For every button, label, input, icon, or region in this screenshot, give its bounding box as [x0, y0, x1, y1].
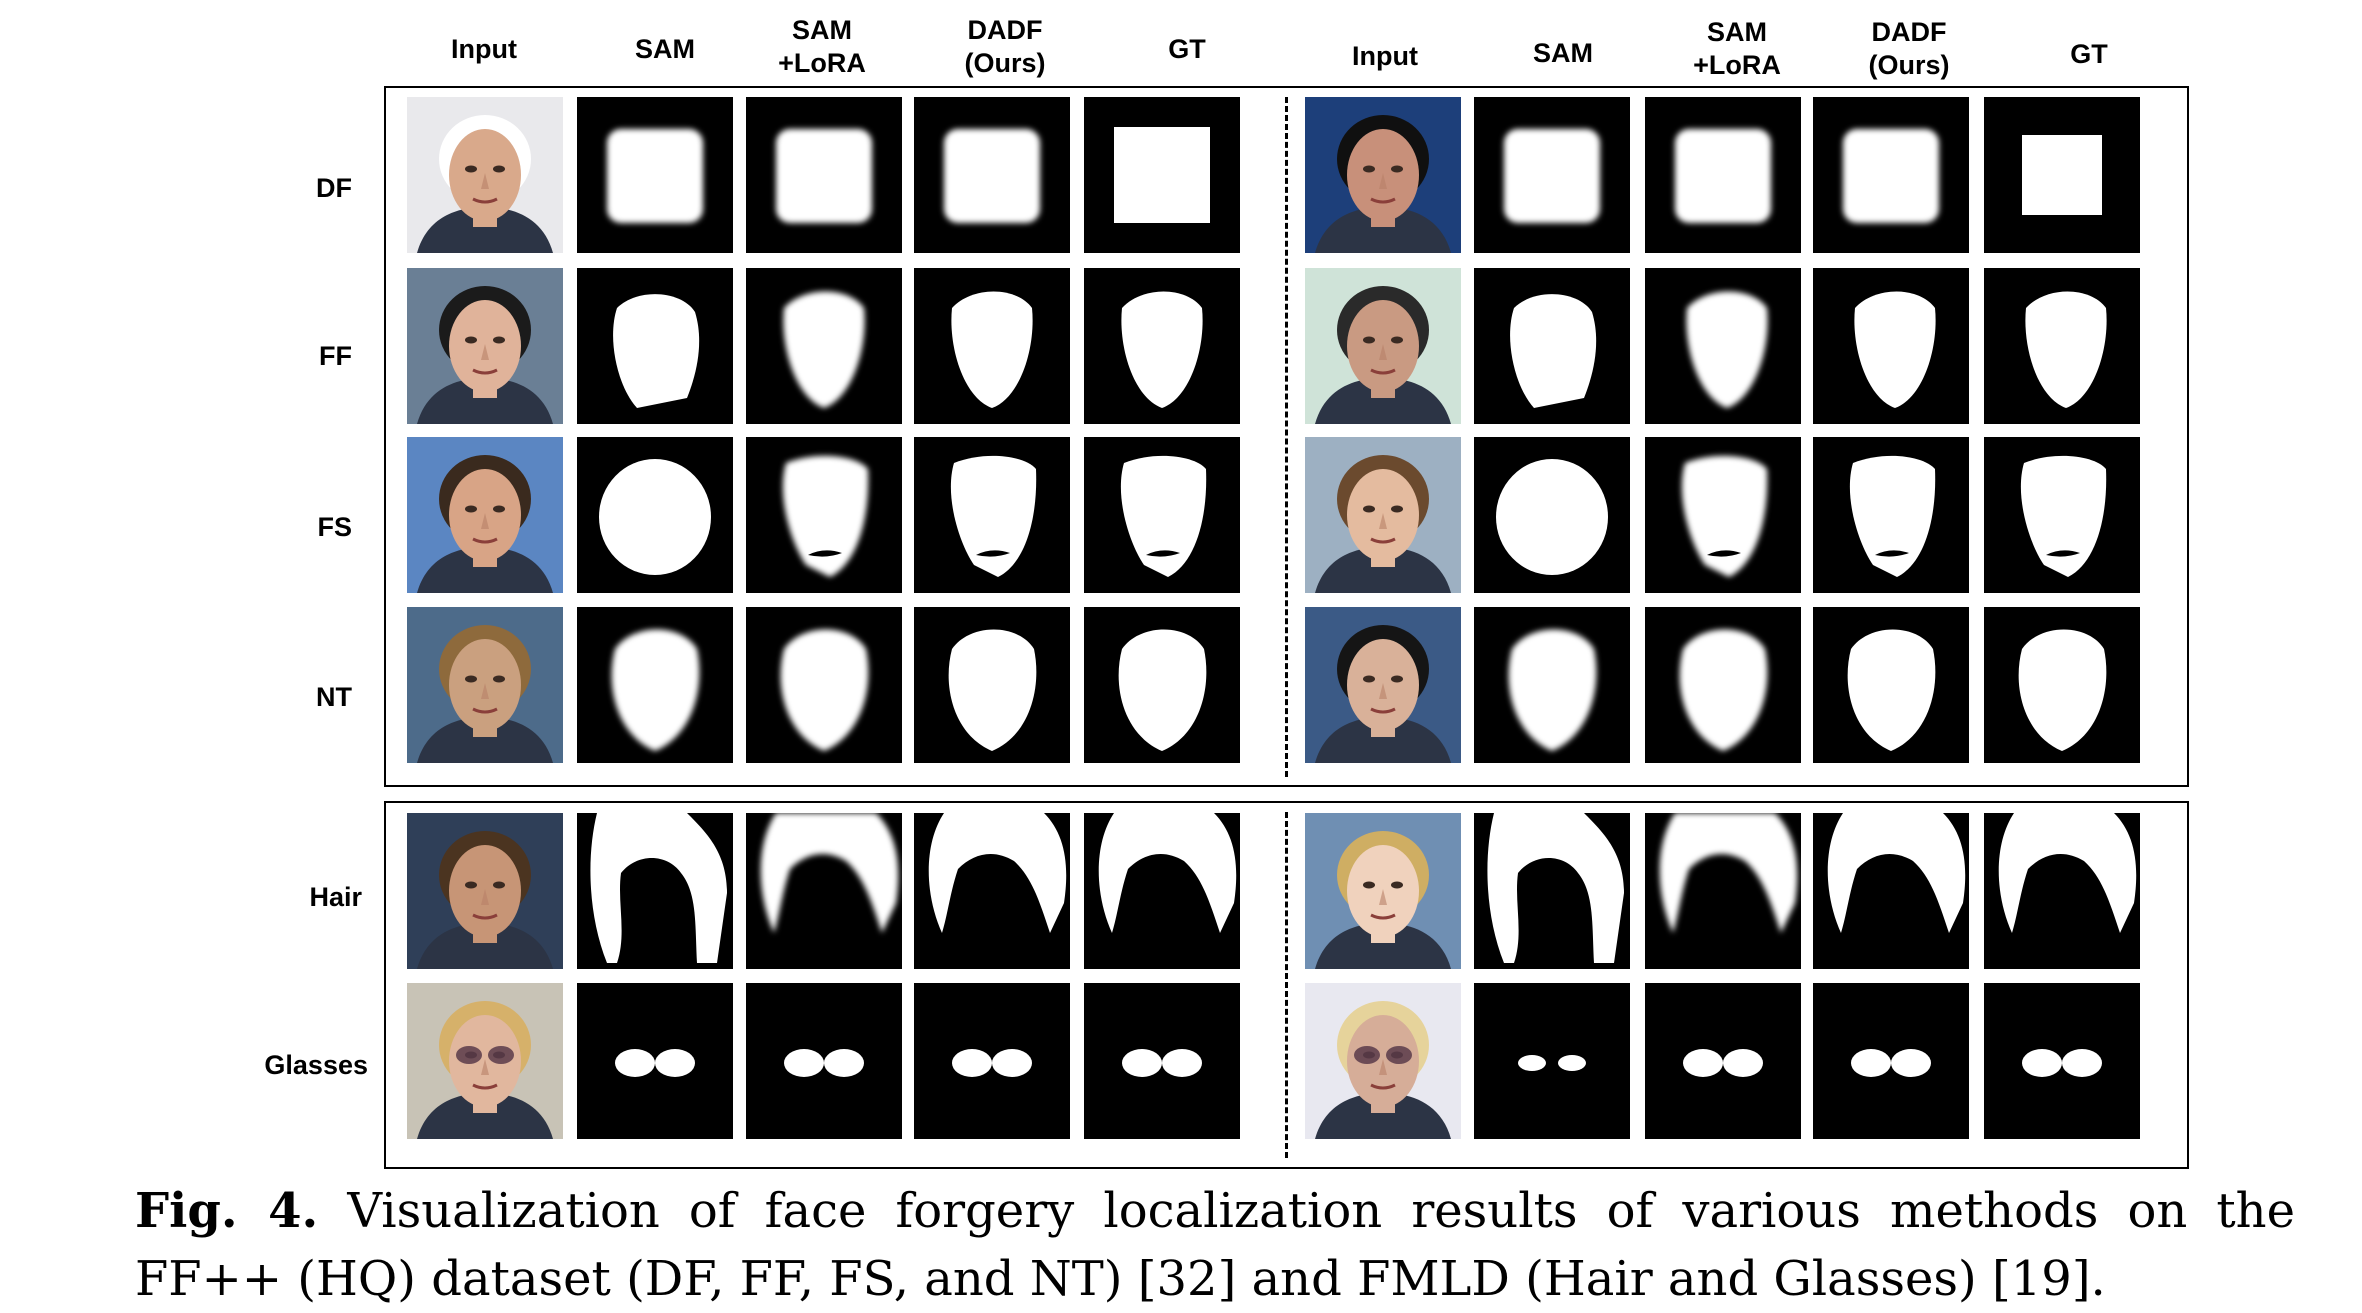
tile-df-sam-lora-right [1645, 97, 1801, 253]
tile-glasses-gt-left [1084, 983, 1240, 1139]
tile-fs-sam-left [577, 437, 733, 593]
tile-nt-sam-right [1474, 607, 1630, 763]
bottom-panel-frame [384, 801, 2189, 1169]
tile-glasses-input-left [407, 983, 563, 1139]
tile-nt-dadf-right [1813, 607, 1969, 763]
tile-ff-dadf-right [1813, 268, 1969, 424]
tile-hair-sam-lora-right [1645, 813, 1801, 969]
tile-glasses-sam-lora-left [746, 983, 902, 1139]
tile-df-sam-lora-left [746, 97, 902, 253]
row-label-hair: Hair [309, 882, 362, 912]
tile-df-gt-right [1984, 97, 2140, 253]
tile-hair-dadf-right [1813, 813, 1969, 969]
row-label-ff: FF [319, 341, 352, 371]
tile-df-sam-left [577, 97, 733, 253]
row-label-df: DF [316, 173, 352, 203]
tile-hair-sam-left [577, 813, 733, 969]
tile-df-gt-left [1084, 97, 1240, 253]
tile-nt-gt-right [1984, 607, 2140, 763]
col-header-dadf-right: DADF (Ours) [1868, 17, 1950, 80]
tile-hair-sam-right [1474, 813, 1630, 969]
tile-hair-input-right [1305, 813, 1461, 969]
col-header-dadf-left: DADF (Ours) [964, 15, 1046, 78]
tile-df-input-left [407, 97, 563, 253]
tile-glasses-dadf-left [914, 983, 1070, 1139]
row-label-glasses: Glasses [264, 1050, 368, 1080]
tile-nt-sam-lora-right [1645, 607, 1801, 763]
col-header-sam-lora-right: SAM +LoRA [1693, 17, 1781, 80]
tile-glasses-gt-right [1984, 983, 2140, 1139]
tile-df-dadf-right [1813, 97, 1969, 253]
tile-fs-sam-right [1474, 437, 1630, 593]
col-header-sam-lora-left: SAM +LoRA [778, 15, 866, 78]
tile-glasses-sam-lora-right [1645, 983, 1801, 1139]
tile-ff-sam-right [1474, 268, 1630, 424]
col-header-gt-left: GT [1168, 34, 1206, 64]
figure-label: Fig. 4. [135, 1183, 319, 1239]
figure-caption-line-1: Fig. 4. Visualization of face forgery lo… [135, 1177, 2295, 1245]
tile-fs-input-left [407, 437, 563, 593]
col-header-sam-left: SAM [635, 34, 695, 64]
tile-ff-gt-left [1084, 268, 1240, 424]
tile-ff-input-left [407, 268, 563, 424]
tile-ff-dadf-left [914, 268, 1070, 424]
tile-hair-gt-left [1084, 813, 1240, 969]
col-header-sam-right: SAM [1533, 38, 1593, 68]
tile-hair-dadf-left [914, 813, 1070, 969]
tile-ff-gt-right [1984, 268, 2140, 424]
figure-caption-line-2: FF++ (HQ) dataset (DF, FF, FS, and NT) [… [135, 1245, 2295, 1313]
row-label-nt: NT [316, 682, 352, 712]
caption-text-1: Visualization of face forgery localizati… [347, 1183, 2296, 1239]
tile-fs-dadf-left [914, 437, 1070, 593]
tile-fs-gt-left [1084, 437, 1240, 593]
col-header-gt-right: GT [2070, 39, 2108, 69]
top-panel-frame [384, 86, 2189, 787]
tile-glasses-sam-right [1474, 983, 1630, 1139]
tile-df-input-right [1305, 97, 1461, 253]
panel-divider-bottom [1285, 812, 1288, 1158]
tile-hair-sam-lora-left [746, 813, 902, 969]
tile-fs-sam-lora-right [1645, 437, 1801, 593]
tile-nt-gt-left [1084, 607, 1240, 763]
tile-nt-input-left [407, 607, 563, 763]
tile-fs-gt-right [1984, 437, 2140, 593]
caption-text-2: FF++ (HQ) dataset (DF, FF, FS, and NT) [… [135, 1251, 2106, 1307]
col-header-input-right: Input [1352, 41, 1418, 71]
tile-fs-dadf-right [1813, 437, 1969, 593]
panel-divider-top [1285, 97, 1288, 777]
row-label-fs: FS [317, 512, 352, 542]
tile-df-sam-right [1474, 97, 1630, 253]
tile-hair-input-left [407, 813, 563, 969]
tile-ff-sam-lora-left [746, 268, 902, 424]
tile-nt-sam-left [577, 607, 733, 763]
tile-nt-sam-lora-left [746, 607, 902, 763]
col-header-input-left: Input [451, 34, 517, 64]
tile-df-dadf-left [914, 97, 1070, 253]
tile-nt-dadf-left [914, 607, 1070, 763]
tile-fs-sam-lora-left [746, 437, 902, 593]
tile-ff-sam-left [577, 268, 733, 424]
tile-ff-sam-lora-right [1645, 268, 1801, 424]
tile-fs-input-right [1305, 437, 1461, 593]
tile-glasses-input-right [1305, 983, 1461, 1139]
tile-glasses-dadf-right [1813, 983, 1969, 1139]
tile-nt-input-right [1305, 607, 1461, 763]
tile-hair-gt-right [1984, 813, 2140, 969]
tile-ff-input-right [1305, 268, 1461, 424]
tile-glasses-sam-left [577, 983, 733, 1139]
